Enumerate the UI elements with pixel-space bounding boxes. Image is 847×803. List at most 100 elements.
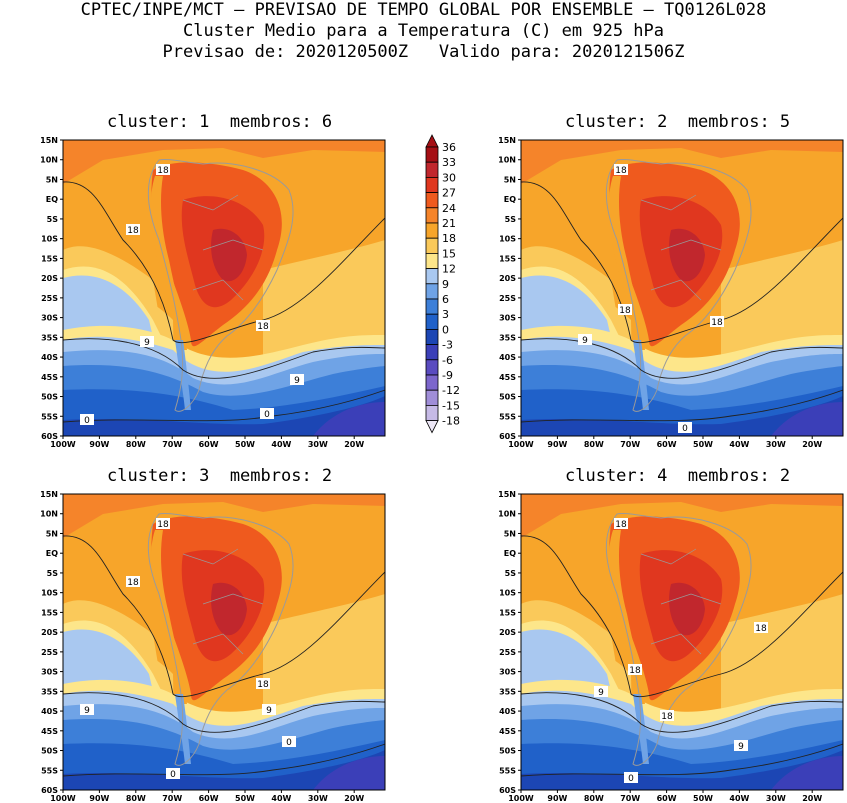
lon-tick-label: 40W xyxy=(729,440,749,449)
lat-tick-label: EQ xyxy=(504,195,516,204)
lon-tick-label: 80W xyxy=(126,440,146,449)
lat-tick-label: 20S xyxy=(499,274,516,283)
lat-tick-label: EQ xyxy=(504,549,516,558)
lat-tick-label: 40S xyxy=(499,353,516,362)
lat-tick-label: 15S xyxy=(41,254,58,263)
contour-label: 18 xyxy=(661,712,673,722)
colorbar-label: -18 xyxy=(442,415,460,428)
lon-tick-label: 40W xyxy=(271,794,291,803)
contour-label: 0 xyxy=(170,770,176,780)
lon-tick-label: 60W xyxy=(657,794,677,803)
colorbar-swatch xyxy=(425,389,439,406)
lat-tick-label: 50S xyxy=(499,747,516,756)
lat-tick-label: 40S xyxy=(499,707,516,716)
lon-tick-label: 30W xyxy=(308,440,328,449)
lon-tick-label: 100W xyxy=(50,794,76,803)
lat-tick-label: 60S xyxy=(499,432,516,441)
contour-label: 18 xyxy=(127,226,139,236)
lat-tick-label: 25S xyxy=(499,294,516,303)
colorbar-swatch xyxy=(425,252,439,269)
colorbar-swatch xyxy=(425,146,439,163)
lat-tick-label: 40S xyxy=(41,707,58,716)
colorbar-swatch xyxy=(425,344,439,361)
lon-tick-label: 90W xyxy=(547,440,567,449)
map-panel-4: 18 18 18 18 9 9 0 15N 10N 5N EQ 5S 10S 15S 20S 25S 30S 35… xyxy=(498,490,844,803)
contour-label: 9 xyxy=(738,742,744,752)
lat-tick-label: 25S xyxy=(41,648,58,657)
lon-tick-label: 30W xyxy=(308,794,328,803)
colorbar-swatch xyxy=(425,313,439,330)
lat-tick-label: 5S xyxy=(505,569,517,578)
contour-label: 0 xyxy=(264,410,270,420)
lat-tick-label: 5S xyxy=(505,215,517,224)
lon-tick-label: 40W xyxy=(729,794,749,803)
colorbar-label: 12 xyxy=(442,263,456,276)
lat-tick-label: 20S xyxy=(499,628,516,637)
colorbar-swatch xyxy=(425,404,439,421)
lon-tick-label: 30W xyxy=(766,794,786,803)
contour-label: 9 xyxy=(84,706,90,716)
lon-tick-label: 70W xyxy=(162,794,182,803)
colorbar-label: -15 xyxy=(442,399,460,412)
lat-tick-label: EQ xyxy=(46,549,58,558)
colorbar-swatch xyxy=(425,268,439,285)
colorbar-label: 0 xyxy=(442,323,449,336)
lat-tick-label: 35S xyxy=(499,687,516,696)
lat-tick-label: 40S xyxy=(41,353,58,362)
lon-tick-label: 60W xyxy=(199,794,219,803)
colorbar-top-arrow xyxy=(425,134,439,148)
colorbar-label: -6 xyxy=(442,354,453,367)
lon-tick-label: 100W xyxy=(508,440,534,449)
lat-tick-label: 30S xyxy=(499,668,516,677)
lon-tick-label: 100W xyxy=(508,794,534,803)
colorbar-label: 3 xyxy=(442,308,449,321)
lon-tick-label: 70W xyxy=(620,440,640,449)
colorbar-label: 18 xyxy=(442,232,456,245)
lon-tick-label: 20W xyxy=(344,440,364,449)
contour-label: 18 xyxy=(755,624,767,634)
colorbar-swatch xyxy=(425,161,439,178)
contour-label: 0 xyxy=(682,424,688,434)
panel-title-4: cluster: 4 membros: 2 xyxy=(565,466,791,486)
lon-tick-label: 70W xyxy=(620,794,640,803)
colorbar-label: -12 xyxy=(442,384,460,397)
lat-tick-label: 50S xyxy=(41,393,58,402)
lat-tick-label: 45S xyxy=(499,727,516,736)
lat-tick-label: 30S xyxy=(41,668,58,677)
lat-tick-label: 25S xyxy=(499,648,516,657)
header-title: CPTEC/INPE/MCT – PREVISAO DE TEMPO GLOBA… xyxy=(80,0,767,20)
header-subtitle: Cluster Medio para a Temperatura (C) em … xyxy=(182,21,665,41)
contour-label: 0 xyxy=(286,738,292,748)
lat-tick-label: 60S xyxy=(499,786,516,795)
contour-label: 9 xyxy=(598,688,604,698)
lat-tick-label: 10N xyxy=(40,156,58,165)
colorbar-swatch xyxy=(425,222,439,239)
lat-tick-label: 45S xyxy=(499,373,516,382)
lat-tick-label: 10S xyxy=(41,235,58,244)
contour-label: 9 xyxy=(294,376,300,386)
lat-tick-label: 20S xyxy=(41,628,58,637)
lat-tick-label: 5N xyxy=(504,175,516,184)
contour-label: 9 xyxy=(144,338,150,348)
colorbar-swatch xyxy=(425,207,439,224)
lat-tick-label: EQ xyxy=(46,195,58,204)
colorbar-label: 6 xyxy=(442,293,449,306)
lat-tick-label: 15N xyxy=(40,136,58,145)
colorbar-swatch xyxy=(425,374,439,391)
lat-tick-label: 15N xyxy=(40,490,58,499)
lon-tick-label: 50W xyxy=(693,440,713,449)
lat-tick-label: 45S xyxy=(41,727,58,736)
colorbar-label: -3 xyxy=(442,339,453,352)
lat-tick-label: 60S xyxy=(41,786,58,795)
lat-tick-label: 15S xyxy=(499,608,516,617)
contour-label: 18 xyxy=(157,520,169,530)
lat-tick-label: 5S xyxy=(47,215,59,224)
lat-tick-label: 55S xyxy=(499,412,516,421)
contour-label: 9 xyxy=(266,706,272,716)
lon-tick-label: 80W xyxy=(584,440,604,449)
map-panel-2: 18 18 18 9 0 15N 10N 5N EQ 5S 10S 15S 20S 25S 30S 35S 40… xyxy=(498,136,844,449)
lat-tick-label: 5N xyxy=(46,175,58,184)
lat-tick-label: 10S xyxy=(499,235,516,244)
lat-tick-label: 5N xyxy=(504,529,516,538)
